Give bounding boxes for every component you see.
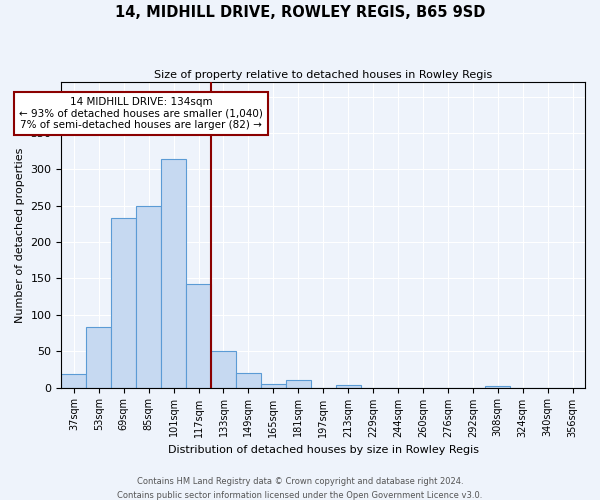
Bar: [211, 351, 236, 388]
Text: Contains HM Land Registry data © Crown copyright and database right 2024.
Contai: Contains HM Land Registry data © Crown c…: [118, 478, 482, 500]
Bar: [61, 374, 86, 388]
Bar: [335, 384, 361, 388]
Bar: [236, 373, 261, 388]
Bar: [86, 327, 111, 388]
Bar: [161, 158, 186, 388]
Bar: [485, 386, 510, 388]
Bar: [261, 384, 286, 388]
X-axis label: Distribution of detached houses by size in Rowley Regis: Distribution of detached houses by size …: [168, 445, 479, 455]
Bar: [186, 284, 211, 388]
Text: 14, MIDHILL DRIVE, ROWLEY REGIS, B65 9SD: 14, MIDHILL DRIVE, ROWLEY REGIS, B65 9SD: [115, 5, 485, 20]
Y-axis label: Number of detached properties: Number of detached properties: [15, 147, 25, 322]
Bar: [286, 380, 311, 388]
Text: 14 MIDHILL DRIVE: 134sqm
← 93% of detached houses are smaller (1,040)
7% of semi: 14 MIDHILL DRIVE: 134sqm ← 93% of detach…: [19, 96, 263, 130]
Bar: [111, 218, 136, 388]
Bar: [136, 206, 161, 388]
Title: Size of property relative to detached houses in Rowley Regis: Size of property relative to detached ho…: [154, 70, 493, 80]
